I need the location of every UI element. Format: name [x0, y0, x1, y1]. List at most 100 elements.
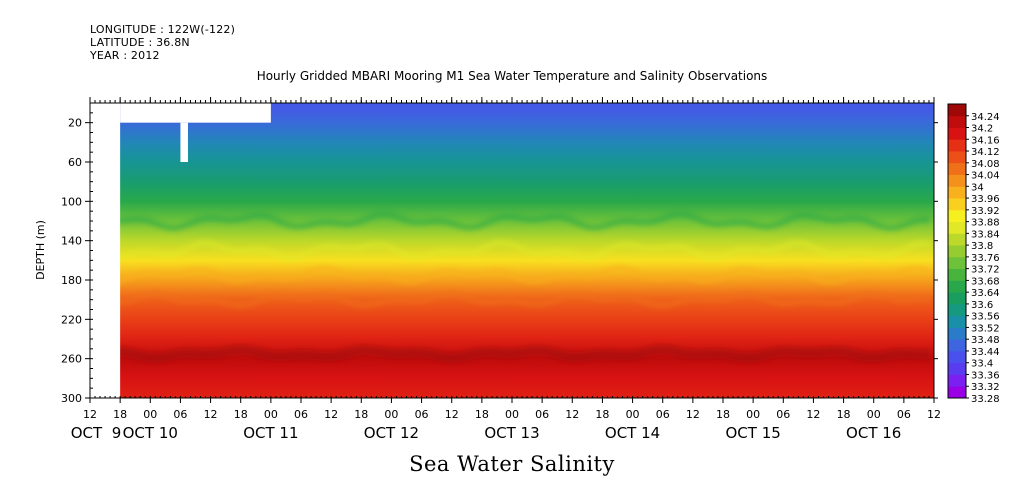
- colorbar-swatch: [948, 350, 966, 364]
- x-hour-label: 18: [716, 408, 730, 421]
- colorbar-label: 33.88: [971, 218, 1000, 229]
- halocline-texture: [90, 211, 931, 363]
- x-hour-label: 12: [565, 408, 579, 421]
- x-hour-label: 00: [626, 408, 640, 421]
- chart-title: Hourly Gridded MBARI Mooring M1 Sea Wate…: [256, 69, 768, 83]
- y-tick-label: 260: [61, 353, 82, 366]
- colorbar-label: 33.36: [971, 370, 1000, 381]
- colorbar-label: 33.8: [971, 241, 993, 252]
- y-tick-label: 60: [68, 156, 82, 169]
- y-tick-label: 220: [61, 313, 82, 326]
- x-hour-label: 00: [505, 408, 519, 421]
- colorbar-label: 34.24: [971, 112, 1000, 123]
- colorbar-swatch: [948, 127, 966, 140]
- colorbar-label: 33.44: [971, 347, 1000, 358]
- x-hour-label: 06: [656, 408, 670, 421]
- colorbar-swatch: [948, 315, 966, 328]
- colorbar-swatch: [948, 198, 966, 211]
- colorbar-label: 34.16: [971, 135, 1000, 146]
- colorbar-swatch: [948, 139, 966, 152]
- x-hour-label: 06: [173, 408, 187, 421]
- x-hour-label: 18: [595, 408, 609, 421]
- colorbar-label: 34: [971, 182, 984, 193]
- colorbar-label: 33.84: [971, 229, 1000, 240]
- colorbar-label: 33.72: [971, 265, 1000, 276]
- colorbar-label: 33.92: [971, 206, 1000, 217]
- colorbar-swatch: [948, 256, 966, 270]
- colorbar-label: 33.4: [971, 359, 993, 370]
- x-hour-label: 00: [384, 408, 398, 421]
- longitude-label: LONGITUDE : 122W(-122): [90, 23, 236, 36]
- colorbar-swatch: [948, 151, 966, 164]
- colorbar-label: 34.04: [971, 171, 1000, 182]
- colorbar-swatch: [948, 303, 966, 317]
- x-day-label: OCT 9: [71, 424, 122, 442]
- x-hour-label: 00: [143, 408, 157, 421]
- x-hour-label: 00: [746, 408, 760, 421]
- colorbar-swatch: [948, 104, 966, 117]
- colorbar-swatch: [948, 374, 966, 387]
- x-hour-label: 12: [445, 408, 459, 421]
- colorbar-label: 34.08: [971, 159, 1000, 170]
- year-label: YEAR : 2012: [90, 49, 160, 62]
- colorbar-label: 33.28: [971, 394, 1000, 405]
- colorbar-swatch: [948, 268, 966, 281]
- latitude-label: LATITUDE : 36.8N: [90, 36, 190, 49]
- colorbar-swatch: [948, 209, 966, 222]
- x-day-label: OCT 13: [484, 424, 539, 442]
- y-tick-label: 140: [61, 235, 82, 248]
- colorbar-swatch: [948, 162, 966, 175]
- x-hour-label: 18: [354, 408, 368, 421]
- x-hour-label: 18: [475, 408, 489, 421]
- colorbar-swatch: [948, 386, 966, 399]
- colorbar-swatch: [948, 339, 966, 352]
- colorbar-label: 33.56: [971, 312, 1000, 323]
- colorbar-label: 33.76: [971, 253, 1000, 264]
- colorbar-swatch: [948, 233, 966, 246]
- missing-data-region: [180, 122, 188, 162]
- colorbar-swatch: [948, 186, 966, 199]
- y-tick-label: 20: [68, 117, 82, 130]
- colorbar-label: 33.96: [971, 194, 1000, 205]
- colorbar-swatch: [948, 292, 966, 305]
- colorbar-swatch: [948, 115, 966, 128]
- x-hour-label: 06: [776, 408, 790, 421]
- colorbar-label: 33.68: [971, 276, 1000, 287]
- missing-data-region: [120, 103, 271, 123]
- x-hour-label: 00: [867, 408, 881, 421]
- x-day-label: OCT 16: [846, 424, 901, 442]
- colorbar-swatch: [948, 280, 966, 293]
- y-tick-label: 100: [61, 195, 82, 208]
- colorbar-swatch: [948, 221, 966, 234]
- colorbar-label: 33.52: [971, 323, 1000, 334]
- x-hour-label: 06: [415, 408, 429, 421]
- x-hour-label: 12: [686, 408, 700, 421]
- x-hour-label: 18: [837, 408, 851, 421]
- y-axis-title: DEPTH (m): [34, 220, 47, 280]
- x-hour-label: 12: [806, 408, 820, 421]
- x-day-label: OCT 10: [123, 424, 178, 442]
- x-hour-label: 12: [927, 408, 941, 421]
- colorbar-label: 33.32: [971, 382, 1000, 393]
- x-hour-label: 06: [294, 408, 308, 421]
- x-hour-label: 12: [204, 408, 218, 421]
- x-hour-label: 00: [264, 408, 278, 421]
- colorbar-label: 33.48: [971, 335, 1000, 346]
- x-hour-label: 12: [324, 408, 338, 421]
- x-day-label: OCT 12: [364, 424, 419, 442]
- colorbar-swatch: [948, 245, 966, 258]
- x-day-label: OCT 14: [605, 424, 660, 442]
- y-tick-label: 180: [61, 274, 82, 287]
- x-hour-label: 18: [234, 408, 248, 421]
- x-day-label: OCT 11: [243, 424, 298, 442]
- colorbar-label: 33.6: [971, 300, 993, 311]
- colorbar-label: 34.2: [971, 124, 993, 135]
- colorbar-label: 33.64: [971, 288, 1000, 299]
- x-hour-label: 06: [535, 408, 549, 421]
- colorbar-swatch: [948, 174, 966, 187]
- colorbar-label: 34.12: [971, 147, 1000, 158]
- x-day-label: OCT 15: [725, 424, 780, 442]
- missing-data-region: [90, 103, 121, 398]
- colorbar-swatch: [948, 362, 966, 375]
